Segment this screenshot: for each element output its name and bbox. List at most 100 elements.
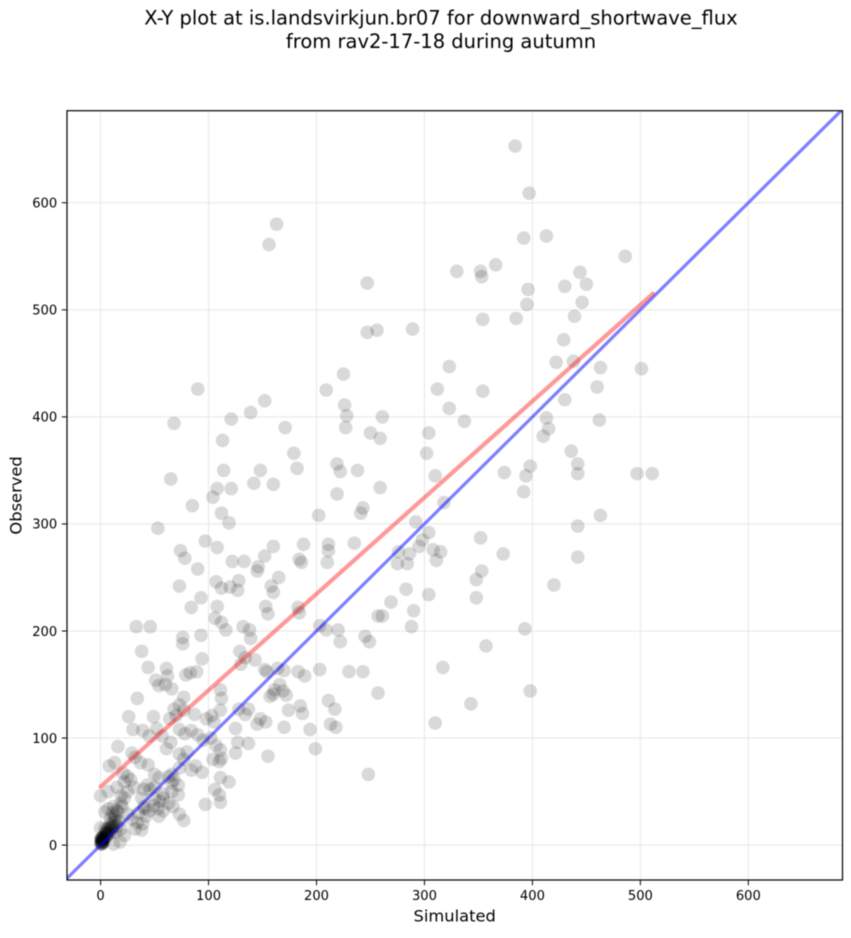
scatter-point (107, 813, 122, 828)
scatter-point (570, 519, 585, 533)
scatter-point (101, 821, 116, 835)
scatter-point (257, 394, 272, 408)
scatter-point (238, 707, 253, 722)
scatter-point (159, 741, 174, 756)
scatter-point (261, 749, 275, 764)
scatter-point (204, 708, 219, 723)
scatter-point (141, 660, 155, 675)
scatter-point (165, 784, 179, 799)
scatter-point (113, 835, 127, 849)
scatter-point (167, 416, 181, 431)
y-tick-label-0: 0 (49, 839, 57, 854)
scatter-point (570, 550, 585, 564)
scatter-point (161, 796, 176, 811)
x-tick-label-200: 200 (304, 889, 329, 904)
axis-ticks (61, 202, 749, 886)
scatter-point (328, 702, 342, 716)
scatter-point (516, 485, 531, 499)
scatter-point (214, 615, 229, 630)
scatter-point (338, 420, 353, 435)
scatter-point (172, 722, 187, 737)
scatter-point (293, 699, 308, 713)
scatter-point (212, 754, 227, 769)
scatter-point (404, 619, 419, 634)
scatter-point (121, 709, 136, 724)
scatter-point (230, 583, 245, 598)
y-tick-label-600: 600 (32, 197, 57, 212)
scatter-point (151, 521, 165, 536)
scatter-point (169, 708, 183, 723)
scatter-point (375, 410, 390, 424)
scatter-point (276, 684, 290, 698)
scatter-point (206, 752, 220, 767)
scatter-point (159, 661, 174, 676)
scatter-point (323, 717, 338, 731)
y-tick-label-300: 300 (32, 518, 57, 533)
scatter-point (645, 466, 660, 481)
scatter-point (251, 559, 266, 574)
scatter-point (214, 506, 229, 521)
scatter-point (102, 759, 117, 773)
scatter-point (210, 540, 224, 555)
scatter-point (347, 536, 362, 550)
scatter-point (190, 728, 205, 742)
scatter-point (114, 789, 128, 803)
scatter-point (373, 480, 388, 495)
scatter-point (281, 703, 296, 718)
scatter-point (415, 533, 430, 547)
scatter-point (93, 789, 108, 803)
scatter-point (371, 686, 385, 700)
scatter-point (210, 481, 224, 496)
scatter-point (163, 735, 178, 750)
scatter-point (213, 683, 228, 697)
scatter-point (360, 276, 375, 290)
reference-lines (67, 110, 843, 880)
scatter-point (243, 631, 258, 646)
scatter-point (142, 804, 156, 818)
scatter-point (213, 743, 228, 757)
scatter-point (522, 186, 536, 200)
scatter-point (156, 804, 171, 818)
x-tick-label-0: 0 (96, 889, 104, 904)
scatter-point (184, 723, 199, 738)
scatter-point (250, 717, 264, 731)
scatter-point (329, 720, 343, 735)
scatter-point (160, 669, 175, 683)
scatter-point (469, 591, 484, 605)
scatter-point (421, 426, 436, 440)
scatter-point (337, 398, 352, 412)
scatter-point (98, 805, 112, 819)
scatter-point (263, 689, 277, 704)
scatter-point (266, 539, 281, 554)
scatter-point (496, 547, 511, 561)
scatter-point (183, 665, 197, 680)
scatter-point (541, 421, 556, 436)
scatter-point (176, 813, 191, 828)
scatter-point (230, 735, 245, 750)
scatter-point (303, 722, 317, 737)
scatter-point (558, 279, 572, 294)
regression-line (98, 291, 656, 789)
scatter-point (375, 609, 390, 623)
scatter-point (162, 711, 177, 726)
chart-title-line2: from rav2-17-18 during autumn (286, 30, 596, 53)
scatter-point (142, 729, 156, 743)
scatter-point (321, 693, 336, 708)
scatter-point (146, 798, 161, 813)
scatter-point (390, 556, 405, 571)
scatter-point (575, 295, 589, 310)
scatter-point (250, 564, 264, 578)
scatter-point (152, 809, 166, 823)
scatter-point (409, 514, 423, 529)
scatter-point (291, 664, 305, 679)
scatter-point (292, 552, 307, 567)
scatter-point (570, 466, 585, 481)
scatter-point (358, 629, 372, 644)
scatter-point (295, 706, 310, 721)
scatter-point (212, 787, 227, 802)
scatter-point (592, 413, 607, 427)
scatter-point (473, 531, 488, 545)
scatter-point (171, 778, 186, 792)
scatter-point (634, 361, 649, 376)
